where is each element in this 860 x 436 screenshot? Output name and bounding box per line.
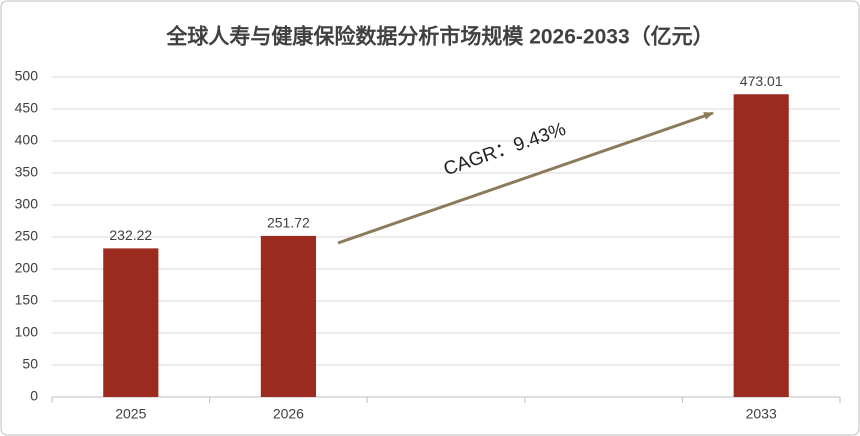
cagr-arrow xyxy=(337,111,714,245)
y-tick-label: 0 xyxy=(30,388,38,404)
data-label: 473.01 xyxy=(740,73,783,89)
bar xyxy=(260,235,316,397)
y-tick-label: 400 xyxy=(15,132,39,148)
y-tick-label: 300 xyxy=(15,196,39,212)
marks: 2025 232.22 2026 251.72 2033 473.01 xyxy=(103,73,789,422)
data-label: 232.22 xyxy=(109,227,152,243)
y-tick-label: 350 xyxy=(15,164,39,180)
y-tick-label: 50 xyxy=(22,356,38,372)
y-tick-label: 250 xyxy=(15,228,39,244)
x-tick-label: 2025 xyxy=(115,406,146,422)
chart-title: 全球人寿与健康保险数据分析市场规模 2026-2033（亿元） xyxy=(165,25,713,49)
x-tick-label: 2033 xyxy=(746,406,777,422)
y-tick-label: 200 xyxy=(15,260,39,276)
bar xyxy=(103,248,159,397)
grid: 0 50 100 150 200 250 300 350 400 450 500 xyxy=(15,68,841,404)
y-tick-label: 450 xyxy=(15,100,39,116)
bar xyxy=(733,94,789,398)
data-label: 251.72 xyxy=(267,215,310,231)
x-tick-label: 2026 xyxy=(273,406,304,422)
y-tick-label: 150 xyxy=(15,292,39,308)
y-tick-label: 100 xyxy=(15,324,39,340)
y-tick-label: 500 xyxy=(15,68,39,84)
